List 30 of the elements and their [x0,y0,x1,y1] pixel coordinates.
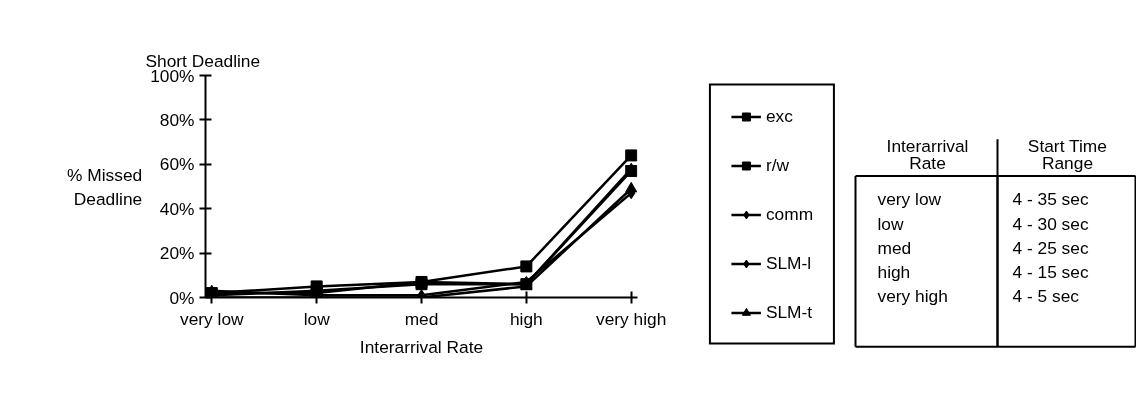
legend-label: SLM-l [765,252,812,274]
x-tick-label: low [303,308,331,329]
text: 4 - 35 sec [1012,189,1089,210]
x-tick-label: very high [596,308,667,329]
legend-label: r/w [765,154,790,176]
y-tick-label: 40% [159,198,195,219]
text: 4 - 30 sec [1012,213,1089,234]
y-tick-label: 60% [159,154,195,175]
x-tick-label: very low [180,308,245,329]
text: Interarrival Rate [886,135,969,173]
legend-label: exc [765,105,793,127]
y-tick-label: 0% [169,287,195,308]
chart-title: Short Deadline [145,50,261,71]
legend-label: comm [765,203,814,225]
legend-label: SLM-t [765,301,813,323]
text: 4 - 5 sec [1012,285,1080,306]
y-axis-title: % Missed Deadline [67,164,143,209]
text: very high [877,285,948,306]
text: low [877,213,904,234]
text: very low [877,189,942,210]
text: med [877,237,912,258]
text: 4 - 15 sec [1012,261,1089,282]
text: 4 - 25 sec [1012,237,1089,258]
x-tick-label: high [509,308,543,329]
x-tick-label: med [404,308,439,329]
text: high [877,261,911,282]
y-tick-label: 20% [159,243,195,264]
text: Start Time Range [1027,135,1107,173]
y-tick-label: 80% [159,109,195,130]
x-axis-title: Interarrival Rate [359,336,484,357]
